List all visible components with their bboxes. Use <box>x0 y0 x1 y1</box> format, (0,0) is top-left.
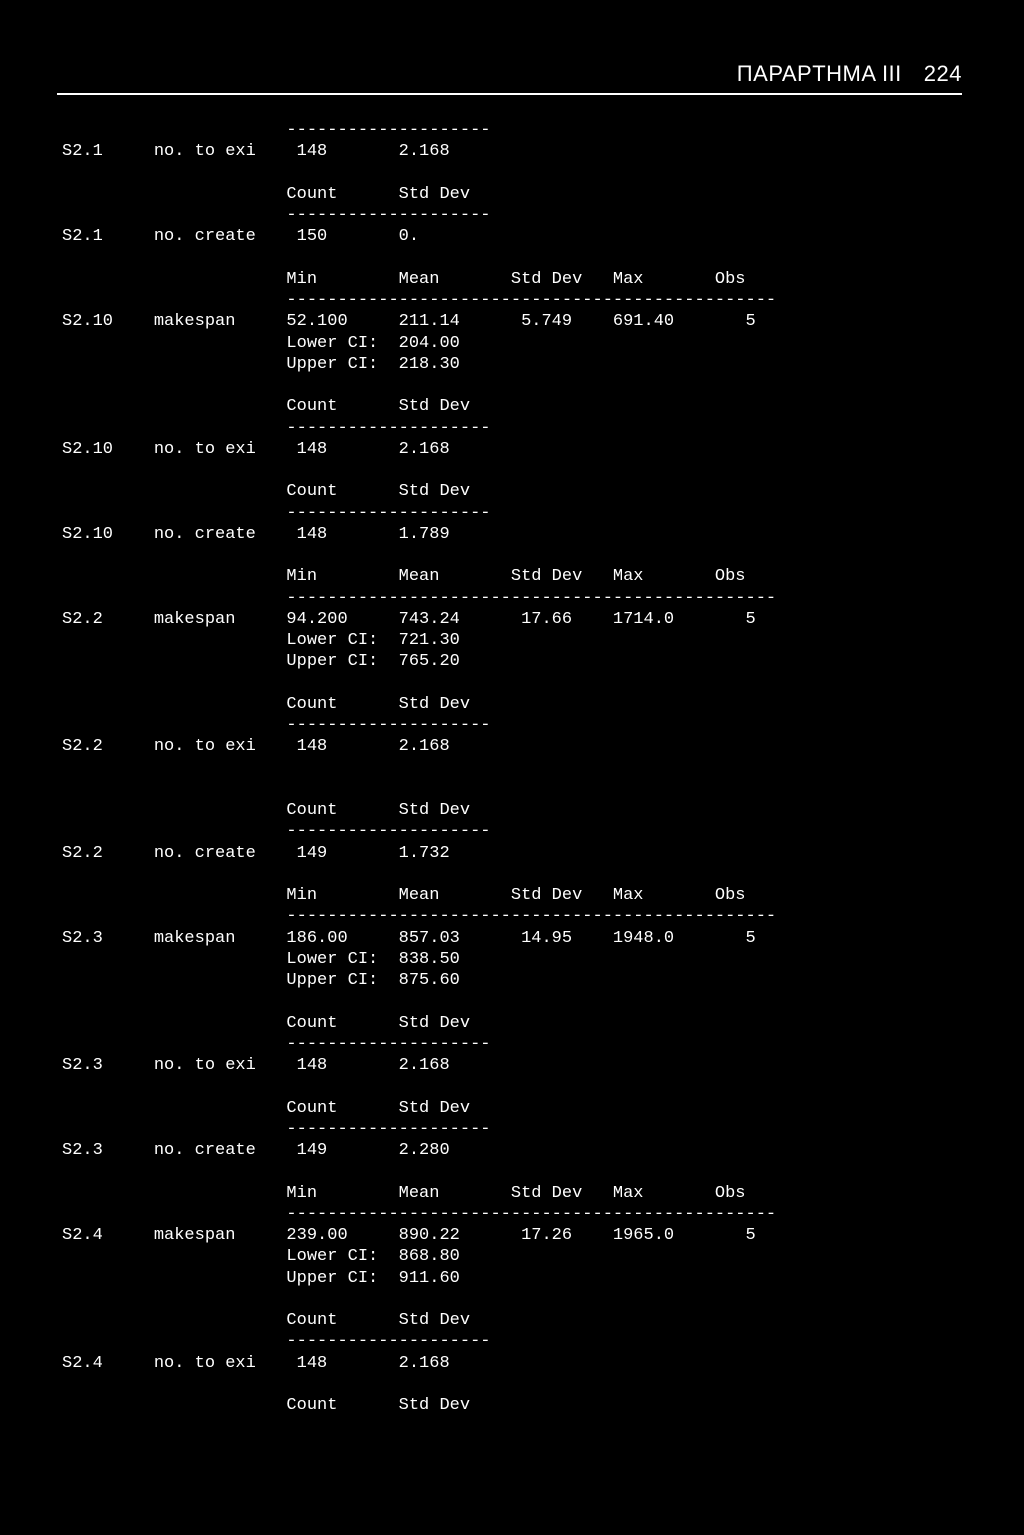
report-body: -------------------- S2.1 no. to exi 148… <box>62 120 776 1416</box>
header-title: ΠΑΡΑΡΤΗΜΑ ΙΙΙ <box>737 61 902 86</box>
page-header: ΠΑΡΑΡΤΗΜΑ ΙΙΙ 224 <box>57 32 962 95</box>
page-number: 224 <box>924 61 962 86</box>
